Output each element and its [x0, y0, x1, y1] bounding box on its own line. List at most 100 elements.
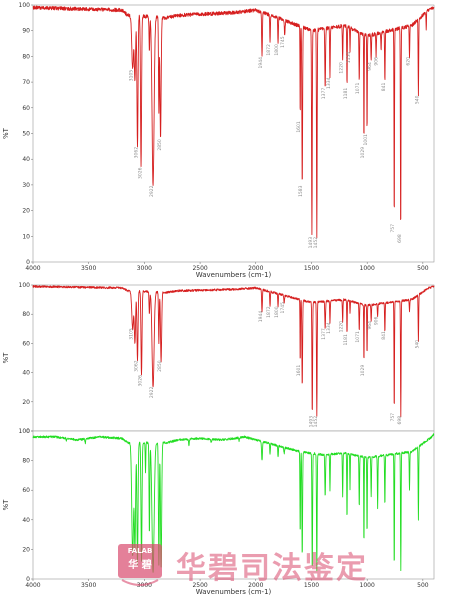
falab-logo: FALAB 华 碧 — [118, 544, 162, 586]
peak-label: 1334 — [326, 322, 332, 334]
y-tick-label: 0 — [26, 428, 30, 435]
y-tick-label: 100 — [19, 428, 31, 435]
peak-label: 1872 — [266, 44, 272, 56]
y-tick-label: 20 — [22, 399, 30, 406]
y-axis-label: %T — [2, 499, 10, 511]
y-tick-label: 20 — [22, 208, 30, 215]
peak-label: 3105 — [129, 328, 135, 340]
peak-label: 1745 — [280, 302, 286, 314]
peak-label: 3026 — [137, 375, 143, 387]
logo-text: FALAB — [128, 547, 153, 555]
y-tick-label: 80 — [22, 458, 30, 465]
peak-label: 1452 — [313, 237, 319, 249]
peak-label: 1154 — [346, 52, 352, 64]
peak-label: 1029 — [360, 365, 366, 377]
peak-label: 3062 — [133, 147, 139, 159]
watermark-text: 华碧司法鉴定 — [176, 551, 368, 586]
y-tick-label: 0 — [26, 576, 30, 583]
peak-label: 964 — [367, 321, 373, 330]
peak-label: 1377 — [321, 88, 327, 100]
y-tick-label: 60 — [22, 487, 30, 494]
x-axis-label: Wavenumbers (cm-1) — [196, 588, 272, 596]
x-tick-label: 3500 — [81, 582, 96, 589]
peak-label: 1583 — [298, 185, 304, 197]
peak-label: 3026 — [137, 167, 143, 179]
peak-label: 540 — [414, 340, 420, 349]
x-tick-label: 2000 — [248, 265, 263, 272]
peak-label: 1493 — [308, 237, 314, 249]
peak-label: 620 — [405, 57, 411, 66]
spectrum-line — [32, 433, 435, 573]
y-tick-label: 40 — [22, 517, 30, 524]
y-tick-label: 60 — [22, 340, 30, 347]
peak-label: 757 — [390, 413, 396, 422]
peak-label: 1800 — [274, 306, 280, 318]
peak-label: 906 — [374, 316, 380, 325]
y-tick-label: 60 — [22, 105, 30, 112]
y-tick-label: 30 — [22, 182, 30, 189]
x-tick-label: 2500 — [192, 582, 207, 589]
plot-frame — [32, 4, 435, 263]
peak-label: 1601 — [296, 365, 302, 377]
plot-frame — [32, 284, 435, 432]
peak-label: 1029 — [360, 147, 366, 159]
x-axis-label: Wavenumbers (cm-1) — [196, 271, 272, 279]
y-tick-label: 100 — [19, 282, 31, 289]
x-tick-label: 1000 — [360, 265, 375, 272]
y-tick-label: 20 — [22, 546, 30, 553]
x-tick-label: 500 — [417, 582, 429, 589]
peak-label: 841 — [381, 83, 387, 92]
x-tick-label: 1500 — [304, 582, 319, 589]
peak-label: 540 — [414, 95, 420, 104]
peak-label: 1944 — [258, 57, 264, 69]
peak-label: 1334 — [326, 77, 332, 89]
y-tick-label: 40 — [22, 370, 30, 377]
y-tick-label: 0 — [26, 259, 30, 266]
y-tick-label: 90 — [22, 28, 30, 35]
peak-label: 1220 — [339, 321, 345, 333]
peak-label: 3105 — [129, 70, 135, 82]
peak-label: 2922 — [149, 185, 155, 197]
x-tick-label: 2500 — [192, 265, 207, 272]
peak-label: 1071 — [355, 83, 361, 95]
y-tick-label: 50 — [22, 131, 30, 138]
peak-label: 1872 — [266, 306, 272, 318]
peak-label: 1377 — [321, 328, 327, 340]
y-tick-label: 70 — [22, 79, 30, 86]
x-tick-label: 4000 — [25, 582, 40, 589]
peak-label: 2850 — [157, 360, 163, 372]
x-tick-label: 3000 — [137, 265, 152, 272]
x-tick-label: 1000 — [360, 582, 375, 589]
y-tick-label: 10 — [22, 233, 30, 240]
peak-label: 841 — [381, 331, 387, 340]
peak-label: 964 — [367, 62, 373, 71]
y-tick-label: 80 — [22, 53, 30, 60]
peak-label: 1800 — [274, 44, 280, 56]
x-tick-label: 1500 — [304, 265, 319, 272]
x-tick-label: 4000 — [25, 265, 40, 272]
peak-label: 1071 — [355, 331, 361, 343]
peak-label: 1001 — [363, 134, 369, 146]
spectrum-chart-1: 0 10 20 30 40 50 60 70 80 90 100 4000 3500 3000 2500 20… — [2, 2, 435, 279]
spectrum-line — [32, 5, 435, 239]
y-tick-label: 100 — [19, 2, 31, 9]
peak-label: 906 — [374, 57, 380, 66]
peak-label: 757 — [390, 224, 396, 233]
x-tick-label: 500 — [417, 265, 429, 272]
peak-label: 698 — [397, 416, 403, 425]
peak-label: 1181 — [343, 334, 349, 346]
y-tick-label: 40 — [22, 156, 30, 163]
x-tick-label: 3500 — [81, 265, 96, 272]
peak-label: 1452 — [313, 416, 319, 428]
y-axis-label: %T — [2, 352, 10, 364]
spectrum-line — [32, 285, 435, 418]
logo-glyphs: 华 碧 — [128, 558, 151, 571]
peak-label: 698 — [397, 234, 403, 243]
peak-label: 2850 — [157, 139, 163, 151]
peak-label: 1601 — [296, 121, 302, 133]
peak-label: 2922 — [149, 387, 155, 399]
peak-label: 1944 — [258, 311, 264, 323]
